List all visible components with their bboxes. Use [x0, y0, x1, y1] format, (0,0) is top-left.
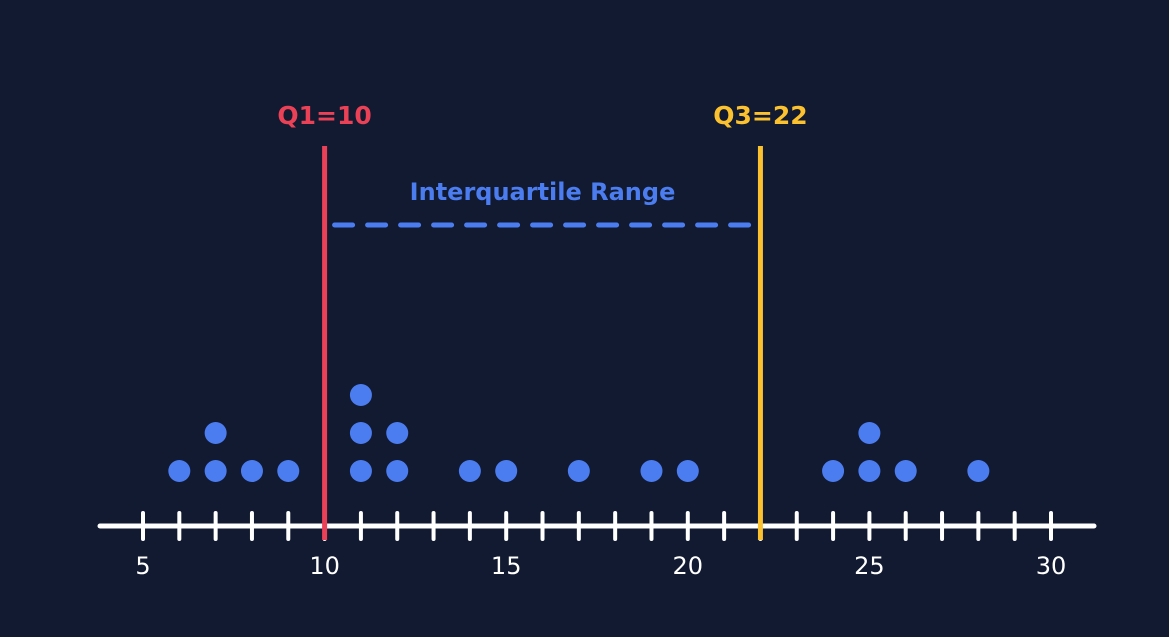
data-point [240, 460, 263, 482]
iqr-annotation: Interquartile Range [332, 178, 753, 228]
data-point [168, 460, 191, 482]
data-point [640, 460, 663, 482]
tick-label: 5 [135, 552, 150, 580]
data-point [858, 422, 881, 444]
data-point [894, 460, 917, 482]
tick-label: 25 [854, 552, 885, 580]
data-point [858, 460, 881, 482]
data-point [495, 460, 518, 482]
iqr-label: Interquartile Range [410, 178, 676, 206]
quartile-lines: Q1=10 Q3=22 [277, 101, 808, 540]
data-point [204, 460, 227, 482]
data-point [204, 422, 227, 444]
data-point [676, 460, 699, 482]
tick-label: 30 [1036, 552, 1067, 580]
data-point [349, 422, 372, 444]
tick-label: 10 [309, 552, 340, 580]
data-points [168, 384, 990, 482]
tick-label: 15 [491, 552, 522, 580]
data-point [386, 422, 409, 444]
tick-label: 20 [673, 552, 704, 580]
data-point [822, 460, 845, 482]
q1-label: Q1=10 [277, 101, 371, 130]
data-point [349, 460, 372, 482]
number-line: 5 10 15 20 25 30 [97, 511, 1097, 580]
data-point [386, 460, 409, 482]
data-point [349, 384, 372, 406]
q3-label: Q3=22 [713, 101, 807, 130]
data-point [277, 460, 300, 482]
data-point [567, 460, 590, 482]
data-point [458, 460, 481, 482]
data-point [967, 460, 990, 482]
